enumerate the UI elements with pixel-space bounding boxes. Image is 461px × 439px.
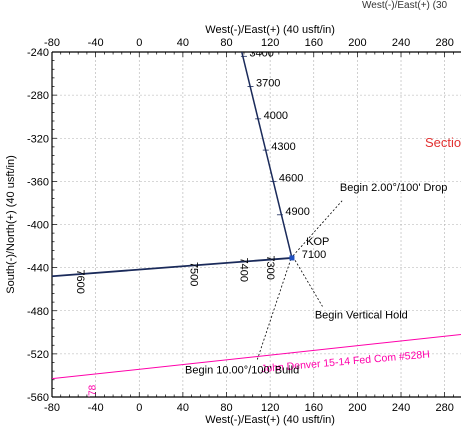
x-axis-label-bottom: West(-)/East(+) (40 usft/in) (205, 414, 335, 426)
md-label: 3400 (249, 47, 273, 59)
section-label: Section (425, 135, 461, 150)
x-tick-label-bottom: 240 (392, 402, 410, 414)
x-tick-label-top: -40 (88, 37, 104, 49)
x-tick-label-bottom: -80 (44, 402, 60, 414)
y-tick-label: -560 (27, 392, 49, 404)
y-tick-label: -240 (27, 47, 49, 59)
md-label: 7500 (188, 262, 200, 286)
x-tick-label-top: -80 (44, 37, 60, 49)
x-tick-label-bottom: 160 (305, 402, 323, 414)
y-tick-label: -480 (27, 306, 49, 318)
well-path-segment (52, 257, 293, 278)
md-label: 3700 (256, 78, 280, 90)
target-md-label: 7778 (88, 384, 99, 407)
x-tick-label-top: 200 (348, 37, 366, 49)
x-axis-label-top: West(-)/East(+) (40 usft/in) (205, 24, 335, 36)
md-label: 4900 (285, 206, 309, 218)
annotation-label: Begin Vertical Hold (315, 309, 408, 321)
leader-line (292, 200, 343, 257)
y-tick-label: -520 (27, 349, 49, 361)
y-tick-label: -360 (27, 176, 49, 188)
clipped-header-text: West(-)/East(+) (30 (362, 0, 448, 11)
md-label: 7300 (264, 255, 276, 279)
x-tick-label-top: 0 (136, 37, 142, 49)
md-label: 7100 (302, 249, 326, 261)
x-tick-label-bottom: -40 (88, 402, 104, 414)
x-tick-label-bottom: 120 (261, 402, 279, 414)
x-tick-label-bottom: 200 (348, 402, 366, 414)
md-label: 4600 (279, 172, 303, 184)
y-tick-label: -320 (27, 133, 49, 145)
md-label: 7400 (238, 258, 250, 282)
x-tick-label-top: 160 (305, 37, 323, 49)
annotation-label: Begin 10.00°/100' Build (185, 364, 299, 376)
y-axis-label: South(-)/North(+) (40 usft/in) (5, 155, 17, 293)
x-tick-label-top: 120 (261, 37, 279, 49)
x-tick-label-top: 80 (220, 37, 232, 49)
x-tick-label-top: 40 (177, 37, 189, 49)
md-label: 4000 (264, 110, 288, 122)
x-tick-label-top: 240 (392, 37, 410, 49)
md-label: 4300 (271, 141, 295, 153)
annotation-label: Begin 2.00°/100' Drop (340, 182, 447, 194)
grid (51, 51, 461, 398)
plot-area: John Denver 15-14 Fed Com #528H777834003… (52, 47, 461, 407)
annotation-label: KOP (306, 236, 329, 248)
y-tick-label: -440 (27, 263, 49, 275)
x-tick-label-bottom: 280 (435, 402, 453, 414)
y-tick-label: -400 (27, 220, 49, 232)
x-tick-label-bottom: 0 (136, 402, 142, 414)
junction-marker (289, 255, 295, 261)
x-tick-label-bottom: 80 (220, 402, 232, 414)
x-tick-label-top: 280 (435, 37, 453, 49)
md-label: 7600 (74, 269, 86, 293)
y-tick-label: -280 (27, 90, 49, 102)
x-tick-label-bottom: 40 (177, 402, 189, 414)
leader-line (292, 256, 323, 307)
leader-line (256, 258, 292, 361)
target-line (52, 333, 461, 380)
